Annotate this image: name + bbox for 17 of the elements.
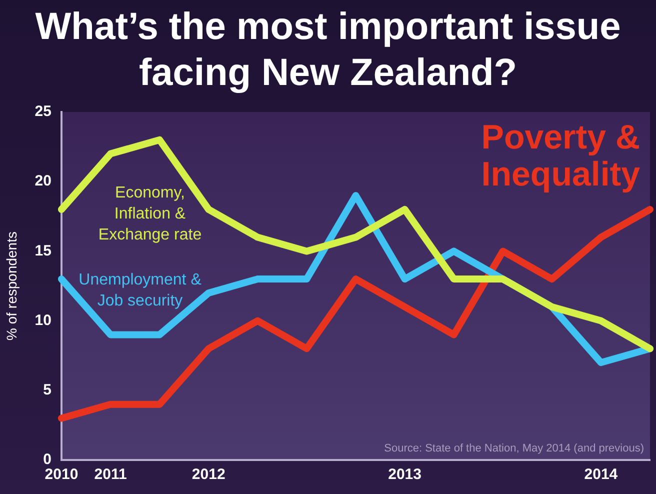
x-tick-label: 2014 [584,466,618,484]
x-tick-label: 2013 [388,466,422,484]
y-axis-title: % of respondents [3,232,20,340]
series-label: Economy, Inflation & Exchange rate [98,184,202,244]
series-label: Unemployment & Job security [78,271,202,310]
x-tick-label: 2011 [94,466,127,484]
annotation: Source: State of the Nation, May 2014 (and previous) [384,442,644,455]
y-tick-label: 10 [34,312,52,329]
y-tick-label: 15 [34,242,52,260]
y-tick-label: 20 [34,172,52,190]
y-tick-label: 25 [34,103,52,120]
y-tick-label: 0 [43,451,52,468]
chart-title: What’s the most important issue facing New Zealand? [34,5,622,96]
x-tick-label: 2010 [44,466,78,484]
y-tick-label: 5 [43,382,52,399]
series-label: Poverty & Inequality [481,118,640,194]
x-tick-label: 2012 [192,466,226,484]
